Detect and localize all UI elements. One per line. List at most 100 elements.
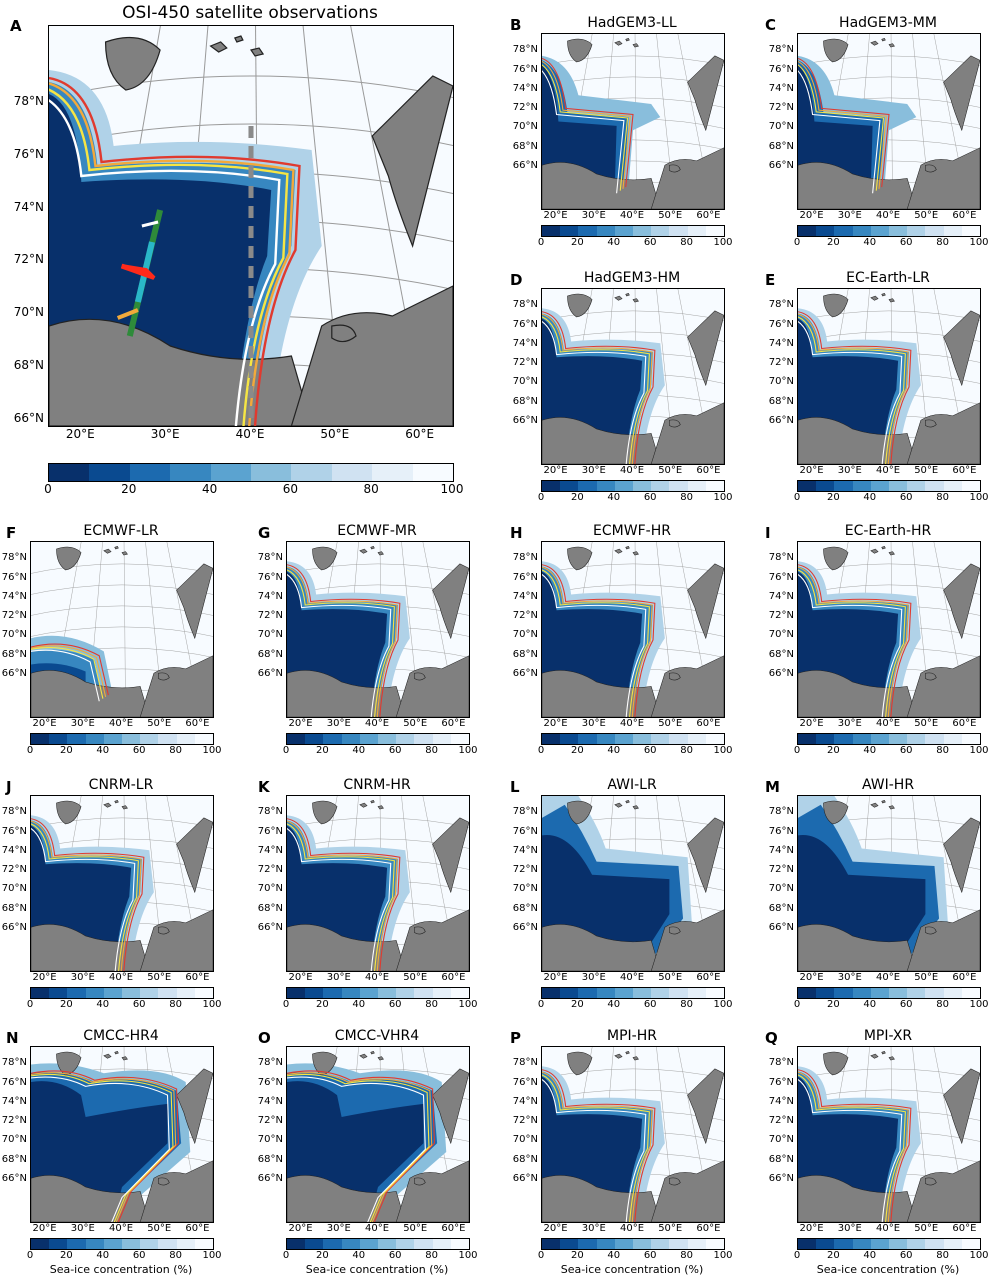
panel-k-lon-label: 40°E <box>364 972 390 983</box>
panel-f-colorbar <box>30 733 214 745</box>
panel-a-colorbar-tick: 60 <box>282 482 299 496</box>
panel-o-colorbar-tick: 40 <box>352 1250 366 1261</box>
panel-g-title: ECMWF-MR <box>337 523 417 539</box>
panel-i-lat-label: 70°N <box>768 629 794 641</box>
franz-josef-land <box>614 546 639 556</box>
panel-f-colorbar-tick: 80 <box>169 745 182 756</box>
panel-m-lon-label: 30°E <box>837 972 862 983</box>
panel-f-colorbar-tick: 0 <box>26 745 34 756</box>
panel-g-colorbar-bin <box>414 734 433 744</box>
land <box>31 800 213 971</box>
panel-j-colorbar-bin <box>49 988 68 998</box>
panel-e-colorbar-bin <box>943 481 962 491</box>
panel-o-lon-label: 30°E <box>326 1223 351 1234</box>
panel-o-lon-label: 60°E <box>441 1223 466 1234</box>
panel-o-lat-label: 78°N <box>257 1057 283 1069</box>
panel-n-colorbar-bin <box>158 1239 177 1249</box>
panel-o-colorbar-tick: 60 <box>388 1250 402 1261</box>
red-arrow-shaft <box>120 263 151 279</box>
panel-l-lon-label: 50°E <box>658 972 683 983</box>
panel-j-lat-label: 70°N <box>1 883 27 895</box>
panel-d-lon-label: 20°E <box>543 465 568 476</box>
panel-d-lat-label: 68°N <box>512 395 538 407</box>
panel-b-lat-label: 70°N <box>512 121 538 133</box>
panel-g-colorbar-bin <box>396 734 415 744</box>
panel-m-colorbar-bin <box>870 988 890 998</box>
contour-orange <box>798 313 909 464</box>
panel-h-colorbar-tick: 80 <box>680 745 693 756</box>
contour-red <box>287 564 401 717</box>
panel-e-lat-label: 74°N <box>768 337 794 349</box>
panel-m-colorbar-bin <box>943 988 962 998</box>
panel-a-colorbar <box>48 463 454 482</box>
panel-a-colorbar-tick: 100 <box>440 482 464 496</box>
kola-russia-land <box>650 402 724 464</box>
panel-c-lon-label: 20°E <box>799 210 824 221</box>
kolguev-island <box>669 1177 681 1186</box>
panel-m-map <box>797 795 981 972</box>
panel-h-colorbar-tick: 60 <box>643 745 657 756</box>
panel-a-colorbar-bin <box>412 464 454 481</box>
panel-d-colorbar-tick: 80 <box>680 492 693 503</box>
panel-b-colorbar-tick: 100 <box>713 237 733 248</box>
panel-h-lat-label: 66°N <box>512 667 538 679</box>
panel-m-lat-label: 68°N <box>768 902 794 914</box>
panel-e-colorbar-tick: 80 <box>936 492 949 503</box>
land <box>798 38 980 209</box>
panel-p-lat-label: 76°N <box>512 1076 538 1088</box>
panel-e-lon-label: 60°E <box>952 465 977 476</box>
panel-b-colorbar-bin <box>651 226 670 236</box>
panel-j-colorbar <box>30 987 214 999</box>
novaya-zemlya <box>176 817 213 894</box>
panel-c-lat-label: 66°N <box>768 159 794 171</box>
panel-a-colorbar-bin <box>291 464 332 481</box>
panel-n-lon-label: 20°E <box>32 1223 57 1234</box>
panel-q-colorbar-bin <box>889 1239 908 1249</box>
contour-orange <box>542 566 653 717</box>
panel-p-lon-label: 40°E <box>619 1223 645 1234</box>
panel-n-colorbar-bin <box>49 1239 68 1249</box>
panel-f-lat-label: 74°N <box>1 590 27 602</box>
panel-i-map-svg <box>798 542 980 717</box>
kolguev-island <box>925 164 937 173</box>
panel-q-colorbar-bin <box>834 1239 853 1249</box>
panel-a-lat-label: 78°N <box>13 94 44 108</box>
svalbard <box>823 546 849 571</box>
panel-d-colorbar-bin <box>705 481 725 491</box>
panel-n-letter: N <box>6 1029 19 1047</box>
panel-o-colorbar-bin <box>287 1239 306 1249</box>
panel-q-lon-label: 40°E <box>875 1223 901 1234</box>
panel-f-lat-label: 76°N <box>1 571 27 583</box>
panel-b-colorbar-bin <box>669 226 688 236</box>
panel-b-colorbar-tick: 40 <box>607 237 621 248</box>
panel-l-lat-label: 74°N <box>512 844 538 856</box>
kola-russia-land <box>906 909 980 971</box>
panel-l-lat-label: 70°N <box>512 883 538 895</box>
panel-e-letter: E <box>765 271 776 289</box>
panel-p-colorbar-label: Sea-ice concentration (%) <box>560 1263 704 1276</box>
panel-k-letter: K <box>258 778 270 796</box>
panel-l-colorbar-tick: 100 <box>713 999 733 1010</box>
contour-white <box>542 320 647 464</box>
panel-g-colorbar-tick: 60 <box>388 745 402 756</box>
panel-a-letter: A <box>10 17 22 35</box>
panel-n-colorbar-bin <box>122 1239 141 1249</box>
panel-o-colorbar-bin <box>432 1239 451 1249</box>
panel-d-title: HadGEM3-HM <box>583 270 681 286</box>
land <box>542 800 724 971</box>
panel-h-lon-label: 60°E <box>696 718 721 729</box>
kola-russia-land <box>906 147 980 209</box>
panel-h-lat-label: 78°N <box>512 552 538 564</box>
panel-m-lon-label: 60°E <box>952 972 977 983</box>
panel-n-lon-label: 30°E <box>70 1223 95 1234</box>
panel-p-colorbar-bin <box>578 1239 597 1249</box>
panel-e-map <box>797 288 981 465</box>
panel-i-title: EC-Earth-HR <box>844 523 932 539</box>
panel-m-lat-label: 76°N <box>768 825 794 837</box>
panel-n-lon-label: 50°E <box>147 1223 172 1234</box>
panel-p-colorbar-bin <box>651 1239 670 1249</box>
panel-q-colorbar-tick: 20 <box>827 1250 840 1261</box>
panel-i-colorbar-bin <box>870 734 890 744</box>
panel-b-lon-label: 50°E <box>658 210 683 221</box>
panel-g-lat-label: 74°N <box>257 590 283 602</box>
